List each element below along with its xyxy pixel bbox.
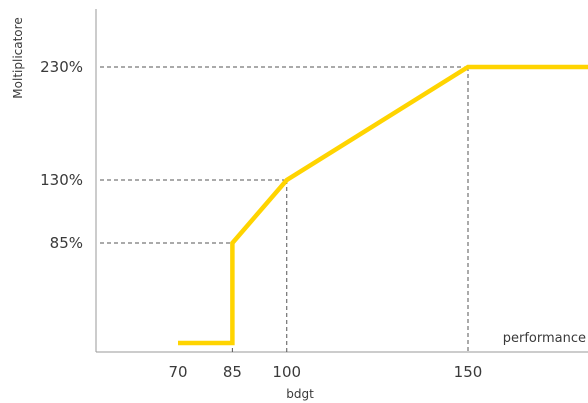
y-tick-label-130%: 130% [40, 171, 83, 189]
performance-annotation: performance [503, 331, 586, 346]
y-tick-labels: 85% 130% 230% [40, 58, 83, 252]
series-line-0 [178, 64, 588, 346]
x-tick-label-150: 150 [454, 363, 483, 381]
series-group [178, 64, 588, 346]
y-axis-label: Moltiplicatore [11, 17, 25, 98]
x-tick-label-85: 85 [223, 363, 242, 381]
y-tick-label-85%: 85% [50, 234, 83, 252]
reference-guides [100, 66, 469, 352]
x-tick-label-100: 100 [272, 363, 301, 381]
x-axis-label: bdgt [286, 387, 314, 401]
x-tick-label-70: 70 [168, 363, 187, 381]
x-tick-labels: 70 85 100 150 [168, 363, 482, 381]
y-tick-label-230%: 230% [40, 58, 83, 76]
